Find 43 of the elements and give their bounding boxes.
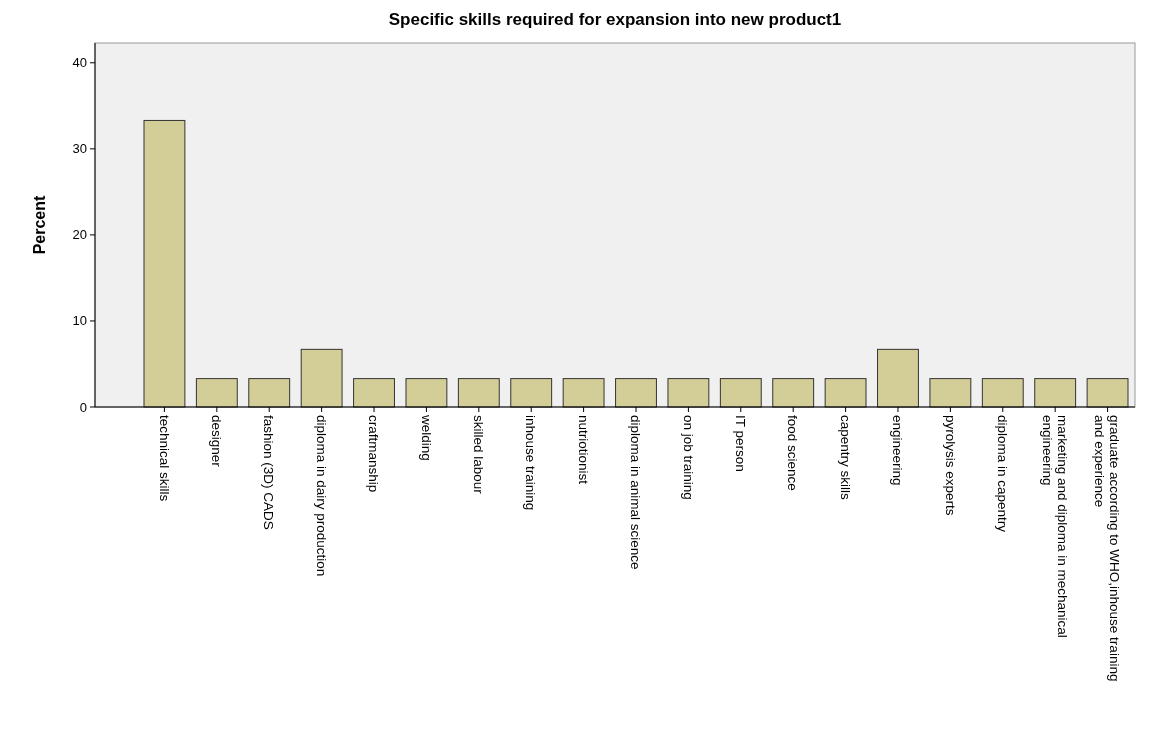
bar — [195, 378, 238, 408]
x-tick-label: welding — [418, 414, 434, 461]
x-tick-label: fashion (3D) CADS — [261, 415, 277, 530]
bar — [457, 378, 500, 408]
x-tick-label: pyrolysis experts — [942, 415, 958, 516]
bar — [615, 378, 657, 408]
x-tick-label: skilled labour — [471, 415, 487, 495]
y-tick-label: 30 — [72, 141, 87, 157]
x-tick-label: nutriotionist — [575, 415, 591, 485]
bar — [1034, 378, 1077, 408]
bar — [510, 378, 553, 408]
x-tick-label: inhouse training — [523, 415, 539, 511]
bar — [877, 348, 919, 408]
x-tick-label: diploma in dairy production — [313, 415, 329, 577]
bar — [667, 378, 710, 408]
bar — [1086, 378, 1129, 408]
bar — [824, 378, 867, 408]
y-tick-label: 20 — [72, 227, 87, 243]
y-axis-title: Percent — [31, 194, 48, 255]
bar — [719, 378, 762, 408]
chart-title: Specific skills required for expansion into new product1 — [388, 10, 842, 29]
x-tick-label: food science — [785, 415, 801, 491]
x-tick-label: designer — [209, 415, 225, 468]
x-tick-label: technical skills — [156, 415, 172, 502]
bar — [300, 348, 343, 408]
bar — [981, 378, 1024, 408]
y-tick-label: 0 — [79, 399, 87, 415]
x-tick-label: craftmanship — [366, 415, 382, 493]
bar — [772, 378, 815, 408]
bar — [405, 378, 448, 408]
y-tick-label: 40 — [72, 55, 87, 71]
bar — [248, 378, 291, 408]
y-tick-label: 10 — [72, 313, 87, 329]
bar — [143, 119, 186, 408]
x-tick-label: engineering — [890, 415, 906, 486]
x-tick-label: on job training — [680, 415, 696, 500]
bar — [353, 378, 395, 408]
x-tick-label: capentry skills — [837, 415, 853, 501]
bar — [929, 378, 972, 408]
x-tick-label: diploma in capentry — [995, 415, 1011, 533]
x-tick-label: diploma in animal science — [628, 415, 644, 570]
x-tick-label: IT person — [733, 415, 749, 472]
bar — [562, 378, 605, 408]
